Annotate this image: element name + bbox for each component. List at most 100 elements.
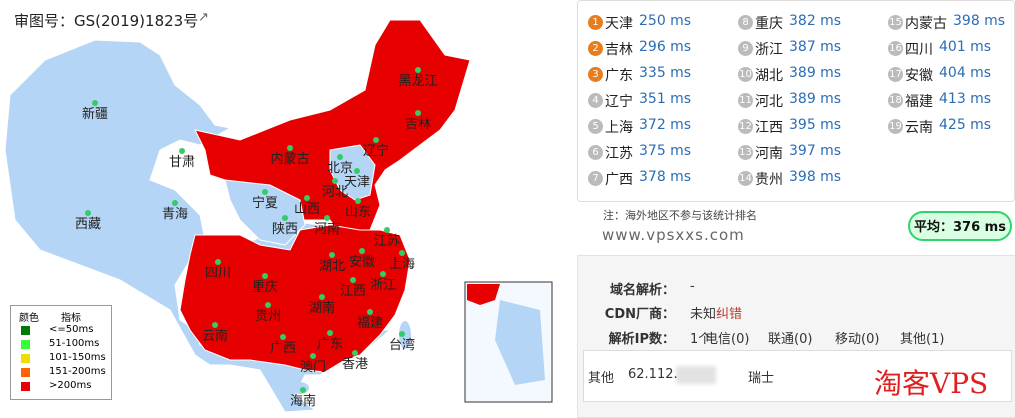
province-label: 河北 — [322, 185, 348, 200]
province-dot — [215, 259, 221, 265]
province-label: 吉林 — [405, 117, 431, 132]
rank-latency: 404 ms — [939, 65, 992, 81]
province-label: 青海 — [162, 207, 188, 222]
rank-badge: 15 — [888, 15, 903, 30]
dns-label: CDN厂商： — [604, 307, 675, 322]
legend-item: 51-100ms — [49, 338, 100, 349]
province-dot — [329, 252, 335, 258]
site: www.vpsxxs.com — [602, 226, 745, 244]
province-label: 北京 — [327, 161, 353, 176]
province-dot — [415, 67, 421, 73]
legend-swatch — [21, 340, 30, 349]
province-label: 宁夏 — [252, 195, 278, 211]
legend-header: 指标 — [61, 313, 81, 324]
average-badge: 平均：376 ms — [908, 211, 1012, 241]
rank-name: 四川 — [905, 42, 933, 58]
province-dot — [399, 250, 405, 256]
rank-name: 广东 — [605, 68, 633, 84]
province-dot — [172, 200, 178, 206]
province-label: 贵州 — [255, 309, 281, 324]
ip-count: 联通(0) — [768, 332, 813, 347]
province-dot — [359, 248, 365, 254]
province-dot — [384, 227, 390, 233]
rank-badge: 9 — [738, 41, 753, 56]
rank-badge: 3 — [588, 67, 603, 82]
legend-header: 颜色 — [19, 313, 39, 324]
dns-label: 解析IP数： — [608, 332, 675, 347]
legend-swatch — [21, 368, 30, 377]
ip-count: 电信(0) — [705, 332, 750, 347]
province-label: 广西 — [270, 341, 296, 356]
rank-latency: 395 ms — [789, 117, 842, 133]
legend-swatch — [21, 326, 30, 335]
hainan — [291, 382, 309, 394]
ip-cell: 62.112. — [628, 367, 678, 382]
external-link-icon[interactable]: ↗ — [198, 10, 209, 25]
rank-name: 河南 — [755, 146, 783, 162]
province-dot — [332, 178, 338, 184]
province-label: 浙江 — [370, 278, 396, 293]
province-label: 安徽 — [349, 255, 375, 270]
ip-count: 其他(1) — [900, 332, 945, 347]
map-region-red-south — [179, 224, 411, 373]
rank-name: 江西 — [755, 120, 783, 136]
rank-latency: 372 ms — [639, 117, 692, 133]
province-label: 江西 — [340, 284, 366, 299]
province-dot — [287, 145, 293, 151]
ip-count: 移动(0) — [835, 332, 880, 347]
province-label: 湖南 — [309, 300, 335, 316]
inset-land — [467, 284, 500, 305]
province-label: 江苏 — [374, 233, 400, 249]
province-dot — [415, 110, 421, 116]
rank-latency: 397 ms — [789, 143, 842, 159]
rank-badge: 2 — [588, 41, 603, 56]
rank-latency: 389 ms — [789, 91, 842, 107]
ip-mask — [676, 366, 716, 384]
province-dot — [352, 350, 358, 356]
province-label: 黑龙江 — [398, 74, 437, 89]
rank-latency: 425 ms — [939, 117, 992, 133]
province-label: 陕西 — [272, 222, 298, 237]
province-dot — [327, 330, 333, 336]
rank-badge: 13 — [738, 145, 753, 160]
province-label: 重庆 — [252, 279, 278, 295]
rank-latency: 351 ms — [639, 91, 692, 107]
rank-latency: 296 ms — [639, 39, 692, 55]
dns-label: 域名解析： — [609, 283, 675, 298]
rank-latency: 382 ms — [789, 13, 842, 29]
rank-latency: 401 ms — [939, 39, 992, 55]
province-dot — [179, 148, 185, 154]
map-region-blue-mid — [224, 179, 306, 246]
province-label: 四川 — [205, 266, 231, 281]
rank-name: 安徽 — [905, 68, 933, 84]
province-label: 山西 — [294, 202, 320, 217]
rank-name: 浙江 — [755, 42, 783, 58]
rank-badge: 18 — [888, 93, 903, 108]
province-dot — [337, 154, 343, 160]
province-dot — [310, 353, 316, 359]
legend-swatch — [21, 382, 30, 391]
rank-name: 重庆 — [755, 16, 783, 32]
province-dot — [92, 100, 98, 106]
rank-badge: 17 — [888, 67, 903, 82]
correction-link[interactable]: 纠错 — [716, 307, 743, 322]
province-label: 湖北 — [319, 259, 345, 274]
rank-latency: 398 ms — [789, 169, 842, 185]
province-dot — [212, 322, 218, 328]
province-dot — [380, 271, 386, 277]
ip-count: 1个 — [690, 332, 712, 347]
rank-badge: 5 — [588, 119, 603, 134]
rank-name: 贵州 — [755, 172, 783, 188]
ip-cell: 瑞士 — [748, 371, 775, 386]
taiwan — [399, 321, 411, 349]
rank-badge: 4 — [588, 93, 603, 108]
rank-badge: 19 — [888, 119, 903, 134]
rank-name: 湖北 — [755, 68, 783, 84]
rank-name: 云南 — [905, 120, 933, 136]
province-label: 河南 — [314, 221, 340, 237]
rank-name: 广西 — [605, 172, 633, 188]
rank-name: 河北 — [755, 94, 783, 110]
rank-badge: 6 — [588, 145, 603, 160]
rank-latency: 378 ms — [639, 169, 692, 185]
